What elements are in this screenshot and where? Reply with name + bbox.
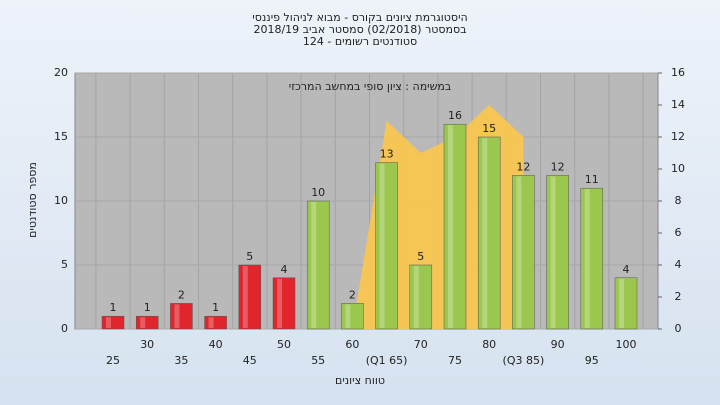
bar-highlight	[413, 266, 419, 328]
data-label: 1	[212, 301, 219, 314]
bar-highlight	[584, 189, 590, 328]
x-tick-label: 100	[616, 338, 637, 351]
bar-highlight	[345, 304, 351, 328]
data-label: 12	[551, 160, 565, 173]
data-label: 1	[144, 301, 151, 314]
y-tick-label: 15	[54, 130, 68, 143]
bar-highlight	[208, 317, 214, 328]
y2-tick-label: 2	[675, 290, 682, 303]
bar	[614, 277, 638, 330]
y-tick-label: 0	[61, 322, 68, 335]
x-tick-label: 80	[482, 338, 496, 351]
bar	[170, 303, 193, 330]
y-axis-label: מספר סטודנטים	[26, 162, 39, 238]
y2-tick-label: 0	[675, 322, 682, 335]
data-label: 4	[623, 263, 630, 276]
bar	[477, 136, 501, 330]
data-label: 10	[311, 186, 325, 199]
bar	[512, 175, 535, 330]
x-axis-label: טווח ציונים	[335, 374, 385, 387]
bar	[272, 277, 296, 330]
bar-highlight	[242, 266, 248, 328]
bar	[238, 264, 262, 330]
data-label: 1	[110, 301, 117, 314]
y-tick-label: 20	[54, 66, 68, 79]
data-label: 16	[448, 109, 462, 122]
x-tick-label: 75	[448, 354, 462, 367]
bar-highlight	[619, 278, 624, 328]
bar-highlight	[140, 317, 146, 328]
chart-subtitle: בסמסטר (02/2018) סמסטר אביב 2018/19	[253, 23, 466, 36]
data-label: 11	[585, 173, 599, 186]
bar-highlight	[311, 202, 317, 328]
bar-highlight	[277, 278, 282, 328]
x-tick-label: (Q1 65)	[366, 354, 408, 367]
x-tick-label: 70	[414, 338, 428, 351]
x-tick-label: 60	[345, 338, 359, 351]
y2-tick-label: 12	[671, 130, 685, 143]
data-label: 5	[417, 250, 424, 263]
bar	[341, 303, 364, 330]
chart-title: היסטוגרמת ציונים בקורס - מבוא לניהול פינ…	[252, 11, 467, 24]
annotation: במשימה : ציון סופי במחשב המרכזי	[289, 80, 452, 93]
bar-highlight	[174, 304, 180, 328]
y2-tick-label: 14	[671, 98, 685, 111]
x-tick-label: (Q3 85)	[503, 354, 545, 367]
data-label: 13	[380, 148, 394, 161]
bar	[546, 175, 569, 330]
y2-tick-label: 8	[675, 194, 682, 207]
x-tick-label: 25	[106, 354, 120, 367]
bar-highlight	[516, 176, 522, 328]
bar-highlight	[106, 317, 111, 328]
data-label: 4	[281, 263, 288, 276]
bar	[409, 264, 433, 330]
bar	[101, 315, 125, 330]
x-tick-label: 35	[174, 354, 188, 367]
y2-tick-label: 6	[675, 226, 682, 239]
bar-highlight	[379, 163, 385, 328]
y-tick-label: 10	[54, 194, 68, 207]
data-label: 12	[516, 160, 530, 173]
x-tick-label: 55	[311, 354, 325, 367]
bar-highlight	[448, 125, 453, 328]
bar	[135, 315, 159, 330]
x-tick-label: 50	[277, 338, 291, 351]
x-tick-label: 40	[209, 338, 223, 351]
bar	[375, 162, 398, 330]
y2-tick-label: 10	[671, 162, 685, 175]
x-tick-label: 95	[585, 354, 599, 367]
bar	[443, 123, 467, 330]
data-label: 2	[349, 288, 356, 301]
chart-subtitle: סטודנטים רשומים - 124	[303, 35, 417, 48]
bar-highlight	[550, 176, 556, 328]
x-tick-label: 30	[140, 338, 154, 351]
x-tick-label: 90	[551, 338, 565, 351]
bar-highlight	[482, 138, 488, 328]
y2-tick-label: 4	[675, 258, 682, 271]
bar	[306, 200, 330, 330]
data-label: 5	[246, 250, 253, 263]
x-tick-label: 45	[243, 354, 257, 367]
data-label: 15	[482, 122, 496, 135]
data-label: 2	[178, 288, 185, 301]
bar	[204, 315, 227, 330]
bar	[580, 187, 604, 330]
y2-tick-label: 16	[671, 66, 685, 79]
y-tick-label: 5	[61, 258, 68, 271]
